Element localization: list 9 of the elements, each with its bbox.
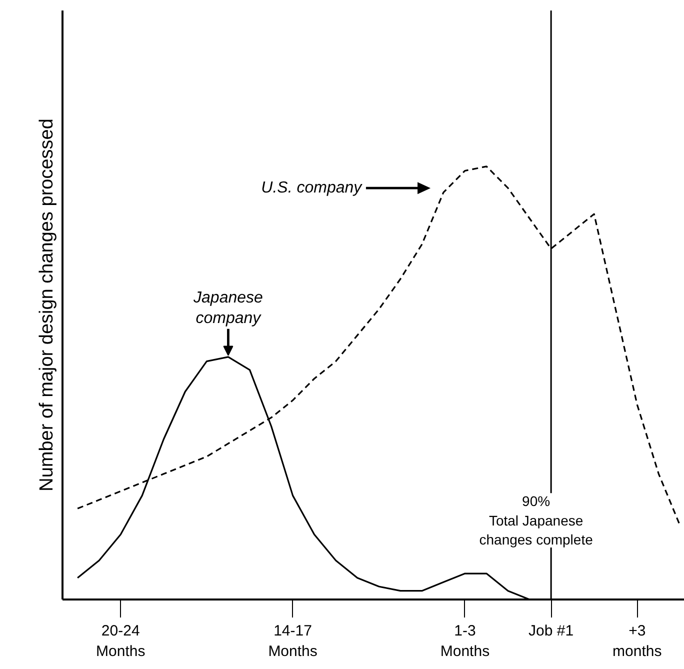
x-tick-label: +3 months [612, 622, 662, 660]
x-tick-label: 1-3 Months [440, 622, 490, 660]
x-tick-label: 14-17 Months [268, 622, 318, 660]
legend-label: U.S. company [261, 180, 363, 197]
x-tick-label: Job #1 [528, 622, 574, 640]
y-axis-title: Number of major design changes processed [36, 118, 58, 492]
text: Japanese company [192, 290, 264, 327]
annotation: 90% Total Japanese changes complete [479, 493, 594, 548]
x-tick-label: 20-24 Months [96, 622, 146, 660]
